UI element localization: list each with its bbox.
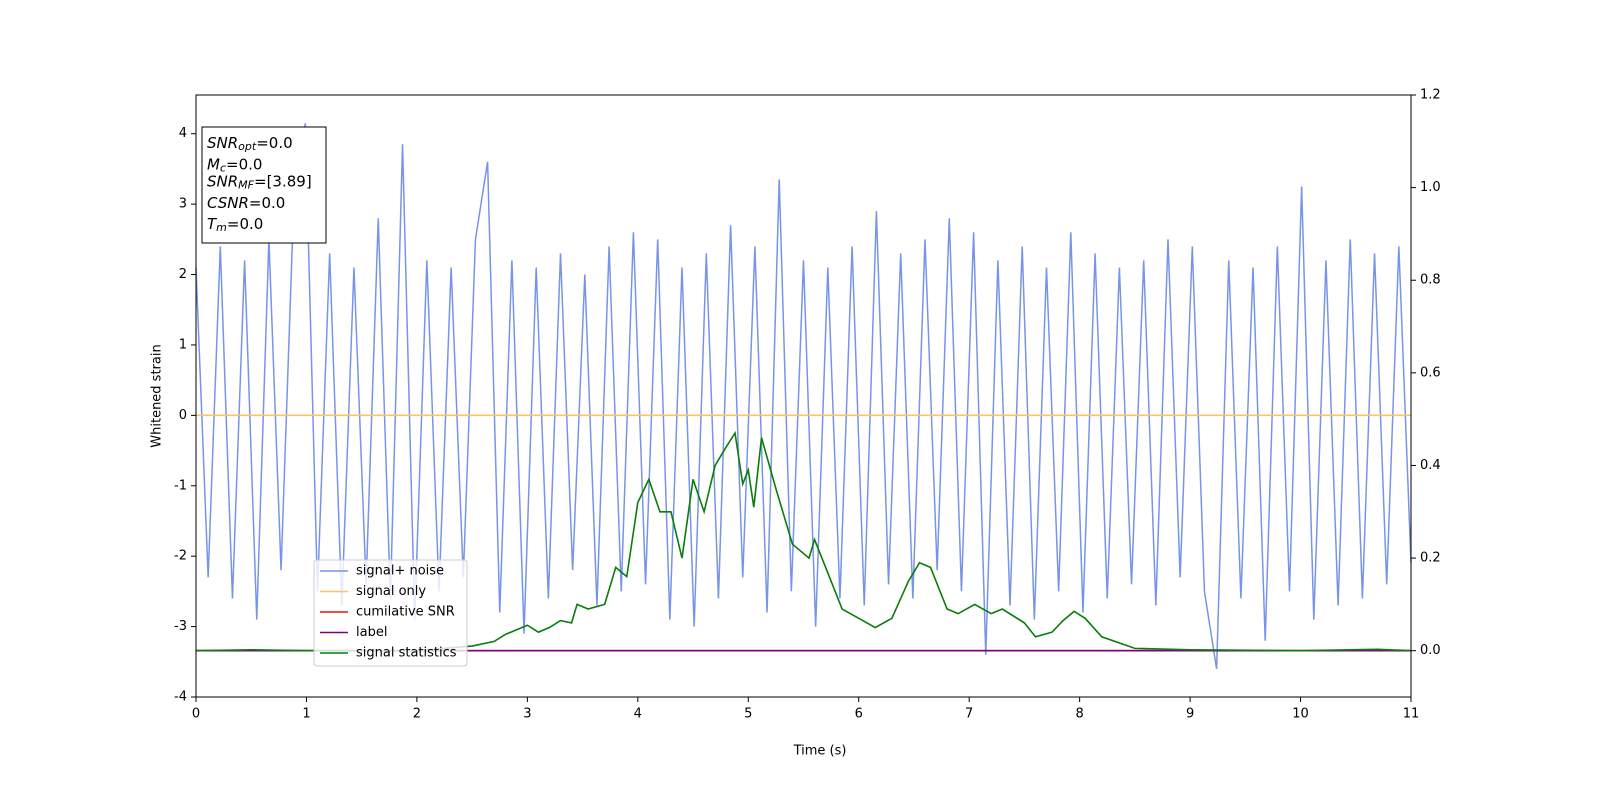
y-axis-label: Whitened strain	[150, 344, 165, 447]
y-tick-label: -3	[174, 619, 187, 634]
x-tick-label: 9	[1186, 707, 1194, 722]
series-line	[195, 430, 1412, 652]
y-tick-label: -1	[174, 478, 187, 493]
annotation: SNRMF=[3.89]	[207, 172, 312, 192]
annotation-sub: MF	[238, 179, 254, 192]
series-line	[195, 123, 1412, 669]
x-tick-label: 3	[523, 707, 531, 722]
y-tick-label: -4	[174, 690, 187, 705]
annotation-sub: opt	[238, 140, 257, 153]
annotation: CSNR=0.0	[207, 193, 285, 211]
y2-tick-label: 0.8	[1420, 273, 1441, 288]
x-tick-label: 10	[1292, 707, 1309, 722]
annotation-symbol: CSNR	[207, 193, 249, 211]
legend-label: signal statistics	[356, 646, 457, 661]
legend-label: cumilative SNR	[356, 605, 455, 620]
annotation-symbol: SNR	[207, 134, 238, 152]
y2-tick-label: 1.2	[1420, 88, 1441, 103]
annotation-text: =0.0	[226, 155, 262, 173]
annotation-text: =[3.89]	[254, 172, 312, 190]
y2-tick-label: 0.0	[1420, 643, 1441, 658]
x-tick-label: 4	[634, 707, 642, 722]
annotation-box	[201, 126, 327, 244]
annotation-text: =0.0	[256, 134, 292, 152]
x-axis-label: Time (s)	[793, 744, 847, 759]
y2-tick-label: 0.4	[1420, 458, 1441, 473]
y-tick-label: 2	[179, 267, 187, 282]
annotation-sub: m	[216, 221, 227, 234]
x-tick-label: 8	[1075, 707, 1083, 722]
x-tick-label: 2	[413, 707, 421, 722]
x-tick-label: 0	[192, 707, 200, 722]
legend-label: label	[356, 625, 387, 640]
x-tick-label: 1	[302, 707, 310, 722]
y-tick-label: 4	[179, 126, 187, 141]
y-tick-label: 3	[179, 197, 187, 212]
x-tick-label: 5	[744, 707, 752, 722]
y-tick-label: -2	[174, 549, 187, 564]
legend-box	[313, 559, 468, 667]
y-tick-label: 1	[179, 337, 187, 352]
x-tick-label: 7	[965, 707, 973, 722]
annotation: Mc=0.0	[207, 155, 262, 175]
legend-label: signal only	[356, 584, 426, 599]
annotation: SNRopt=0.0	[207, 134, 293, 154]
annotation-text: =0.0	[249, 193, 285, 211]
annotation-text: =0.0	[227, 215, 263, 233]
annotation: Tm=0.0	[207, 215, 263, 235]
annotation-symbol: T	[207, 215, 218, 233]
x-tick-label: 11	[1403, 707, 1420, 722]
annotation-symbol: SNR	[207, 172, 238, 190]
annotation-sub: c	[220, 161, 226, 174]
plot-frame	[195, 94, 1412, 698]
y2-tick-label: 1.0	[1420, 180, 1441, 195]
x-tick-label: 6	[855, 707, 863, 722]
y2-tick-label: 0.6	[1420, 365, 1441, 380]
y-tick-label: 0	[179, 408, 187, 423]
y2-tick-label: 0.2	[1420, 551, 1441, 566]
annotation-symbol: M	[207, 155, 220, 173]
legend-label: signal+ noise	[356, 564, 444, 579]
